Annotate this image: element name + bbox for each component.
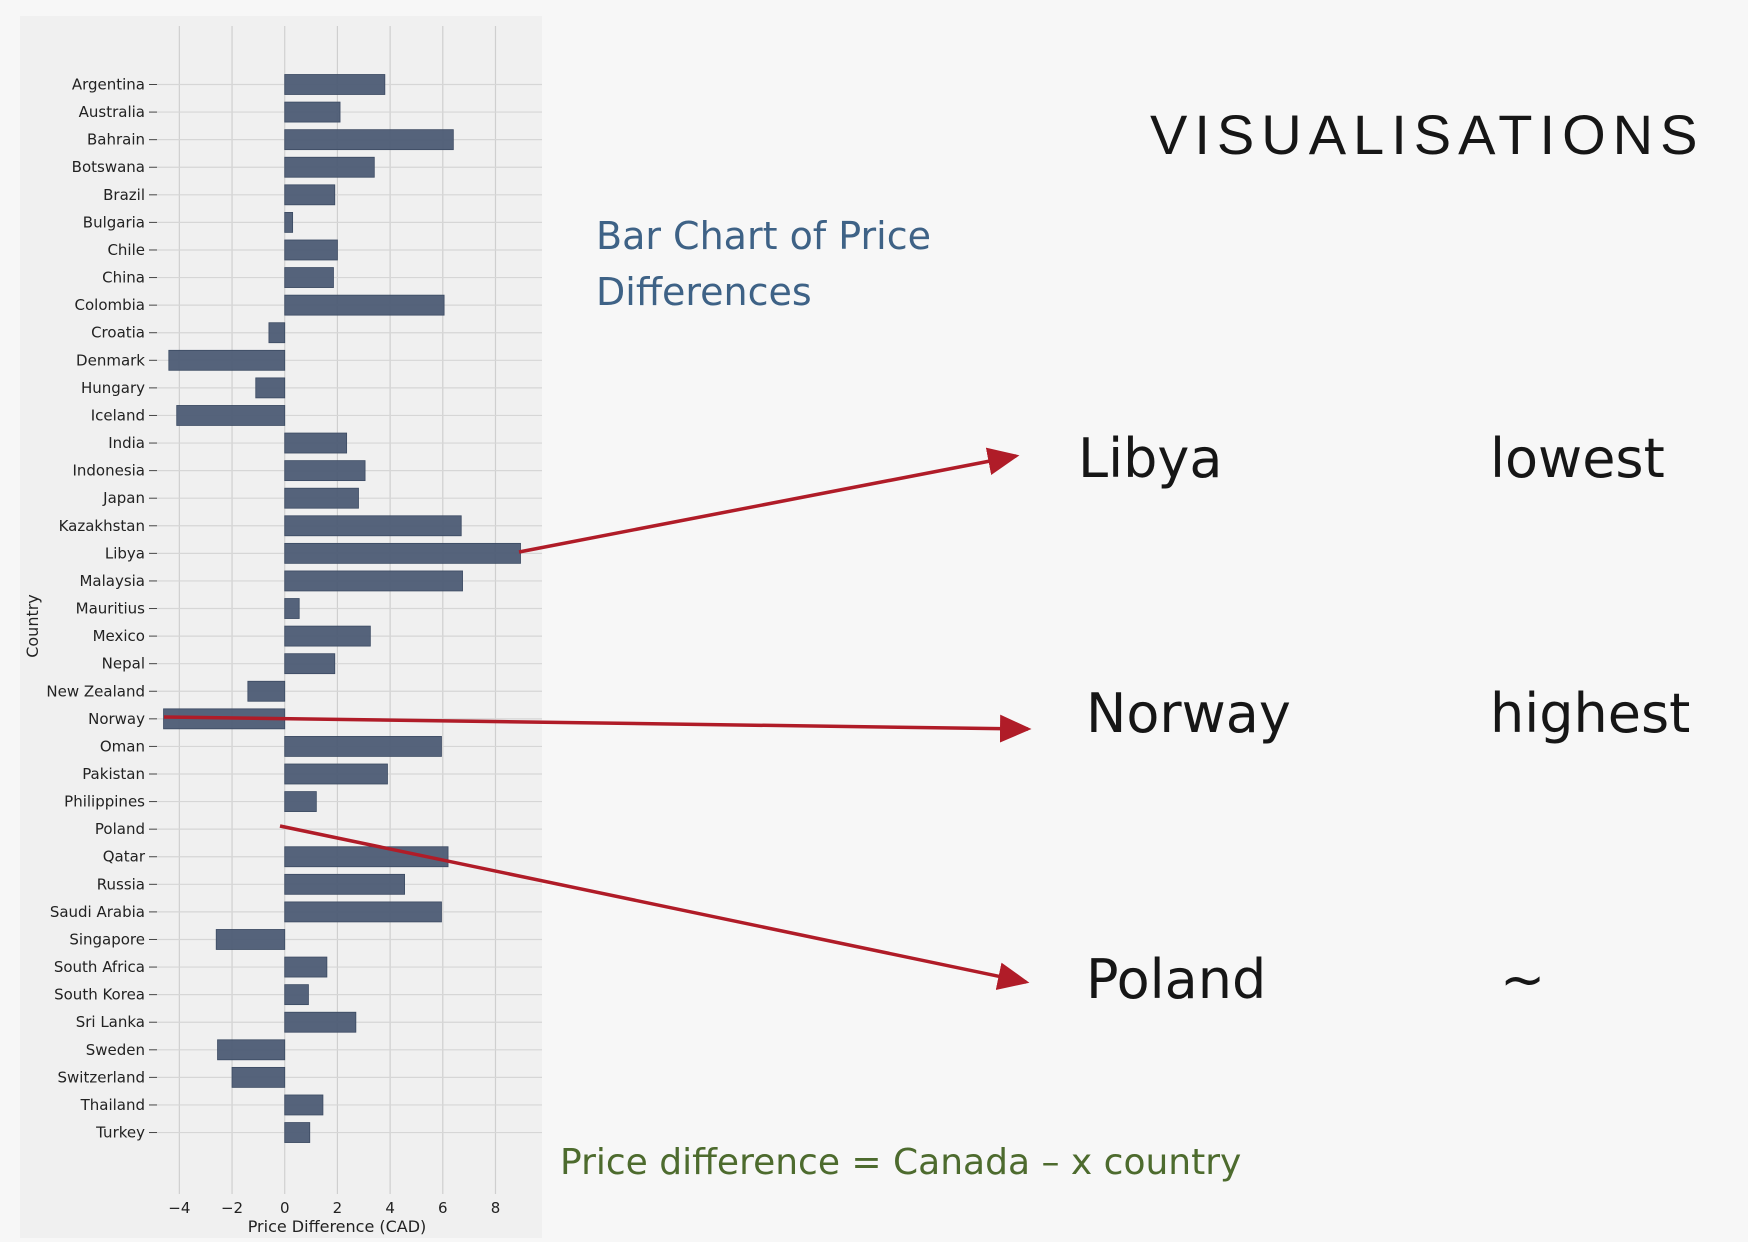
bar-japan bbox=[284, 487, 359, 509]
bar-russia bbox=[284, 873, 405, 895]
bar-singapore bbox=[215, 929, 286, 950]
bar-sri-lanka bbox=[284, 1011, 357, 1033]
slide-title: VISUALISATIONS bbox=[1150, 103, 1705, 166]
bar-pakistan bbox=[284, 763, 388, 785]
y-tick-label: Singapore bbox=[69, 930, 145, 948]
y-tick-label: Sweden bbox=[86, 1041, 145, 1059]
x-tick-label: −2 bbox=[221, 1199, 243, 1217]
y-tick-label: Indonesia bbox=[72, 462, 145, 480]
y-tick-label: South Korea bbox=[54, 986, 145, 1004]
bar-sweden bbox=[217, 1039, 286, 1061]
bar-malaysia bbox=[284, 570, 463, 592]
bar-indonesia bbox=[284, 460, 366, 482]
bar-bahrain bbox=[284, 129, 454, 151]
bar-colombia bbox=[284, 294, 445, 316]
y-tick-label: Turkey bbox=[95, 1124, 145, 1142]
y-tick-label: China bbox=[102, 269, 145, 287]
y-tick-label: Sri Lanka bbox=[76, 1013, 145, 1031]
bar-south-korea bbox=[284, 984, 309, 1006]
y-tick-label: India bbox=[108, 434, 145, 452]
x-tick-label: 4 bbox=[385, 1199, 395, 1217]
y-tick-label: Saudi Arabia bbox=[50, 903, 145, 921]
bar-mauritius bbox=[284, 598, 300, 619]
bar-hungary bbox=[255, 377, 286, 399]
bar-croatia bbox=[268, 322, 286, 344]
bar-new-zealand bbox=[247, 680, 286, 702]
y-tick-label: Denmark bbox=[76, 351, 145, 369]
x-tick-label: 0 bbox=[280, 1199, 290, 1217]
y-tick-label: Chile bbox=[107, 241, 145, 259]
y-tick-label: Poland bbox=[95, 820, 145, 838]
x-tick-label: 8 bbox=[491, 1199, 501, 1217]
arrow-libya bbox=[518, 447, 1020, 554]
y-tick-label: Switzerland bbox=[58, 1068, 146, 1086]
callout-country-norway: Norway bbox=[1086, 682, 1291, 745]
y-tick-label: Nepal bbox=[102, 655, 145, 673]
bar-botswana bbox=[284, 156, 375, 178]
y-tick-label: Bulgaria bbox=[83, 213, 145, 231]
chart-subtitle: Bar Chart of Price Differences bbox=[596, 214, 931, 314]
bar-mexico bbox=[284, 625, 371, 647]
x-tick-label: 2 bbox=[333, 1199, 343, 1217]
callout-country-libya: Libya bbox=[1078, 427, 1223, 490]
x-axis-label: Price Difference (CAD) bbox=[248, 1217, 427, 1236]
callout-label-lowest: lowest bbox=[1490, 427, 1665, 490]
y-tick-label: Thailand bbox=[80, 1096, 145, 1114]
y-tick-label: Hungary bbox=[81, 379, 145, 397]
bar-india bbox=[284, 432, 348, 454]
bar-china bbox=[284, 267, 334, 288]
bar-nepal bbox=[284, 653, 336, 675]
bar-saudi-arabia bbox=[284, 901, 442, 923]
tick-labels: Argentina Australia Bahrain Botswana Brazil B… bbox=[46, 76, 500, 1218]
y-tick-label: Kazakhstan bbox=[59, 517, 145, 535]
y-tick-label: Japan bbox=[102, 489, 145, 507]
y-tick-label: Libya bbox=[105, 544, 145, 562]
bar-libya bbox=[284, 542, 521, 564]
y-tick-label: Colombia bbox=[75, 296, 146, 314]
y-tick-label: Brazil bbox=[103, 186, 145, 204]
bar-iceland bbox=[176, 405, 286, 426]
y-tick-label: Mauritius bbox=[76, 600, 146, 618]
y-tick-label: Botswana bbox=[72, 158, 145, 176]
callout-country-poland: Poland bbox=[1086, 948, 1267, 1011]
bar-thailand bbox=[284, 1094, 324, 1116]
bar-argentina bbox=[284, 74, 386, 95]
callout-label-highest: highest bbox=[1490, 682, 1691, 745]
y-tick-label: Qatar bbox=[103, 848, 146, 866]
bar-norway bbox=[163, 708, 286, 730]
y-tick-label: Oman bbox=[100, 737, 145, 755]
bar-switzerland bbox=[231, 1066, 286, 1088]
callout-label-tilde: ~ bbox=[1500, 948, 1546, 1011]
bar-philippines bbox=[284, 791, 317, 812]
y-tick-label: Russia bbox=[97, 875, 145, 893]
bar-kazakhstan bbox=[284, 515, 462, 537]
formula-note: Price difference = Canada – x country bbox=[560, 1142, 1242, 1183]
y-tick-label: Bahrain bbox=[87, 131, 145, 149]
bar-south-africa bbox=[284, 956, 328, 978]
bar-australia bbox=[284, 101, 341, 123]
x-tick-label: −4 bbox=[168, 1199, 190, 1217]
y-tick-label: Australia bbox=[79, 103, 145, 121]
bar-turkey bbox=[284, 1122, 311, 1143]
y-tick-label: New Zealand bbox=[46, 682, 145, 700]
y-tick-label: South Africa bbox=[54, 958, 145, 976]
bar-oman bbox=[284, 736, 442, 757]
y-tick-label: Mexico bbox=[93, 627, 145, 645]
x-tick-label: 6 bbox=[438, 1199, 448, 1217]
y-tick-label: Philippines bbox=[64, 793, 145, 811]
y-tick-label: Pakistan bbox=[82, 765, 145, 783]
bar-chart: Argentina Australia Bahrain Botswana Brazil B… bbox=[23, 26, 542, 1236]
bar-chile bbox=[284, 239, 338, 261]
y-tick-label: Argentina bbox=[72, 76, 145, 94]
y-tick-label: Norway bbox=[88, 710, 145, 728]
y-axis-label: Country bbox=[23, 594, 42, 658]
bar-bulgaria bbox=[284, 211, 294, 233]
bar-denmark bbox=[168, 349, 286, 371]
chart-panel: Argentina Australia Bahrain Botswana Brazil B… bbox=[20, 16, 542, 1238]
y-tick-label: Malaysia bbox=[79, 572, 145, 590]
y-tick-label: Iceland bbox=[91, 406, 145, 424]
y-tick-label: Croatia bbox=[91, 324, 145, 342]
bar-qatar bbox=[284, 846, 449, 868]
bar-brazil bbox=[284, 184, 336, 206]
